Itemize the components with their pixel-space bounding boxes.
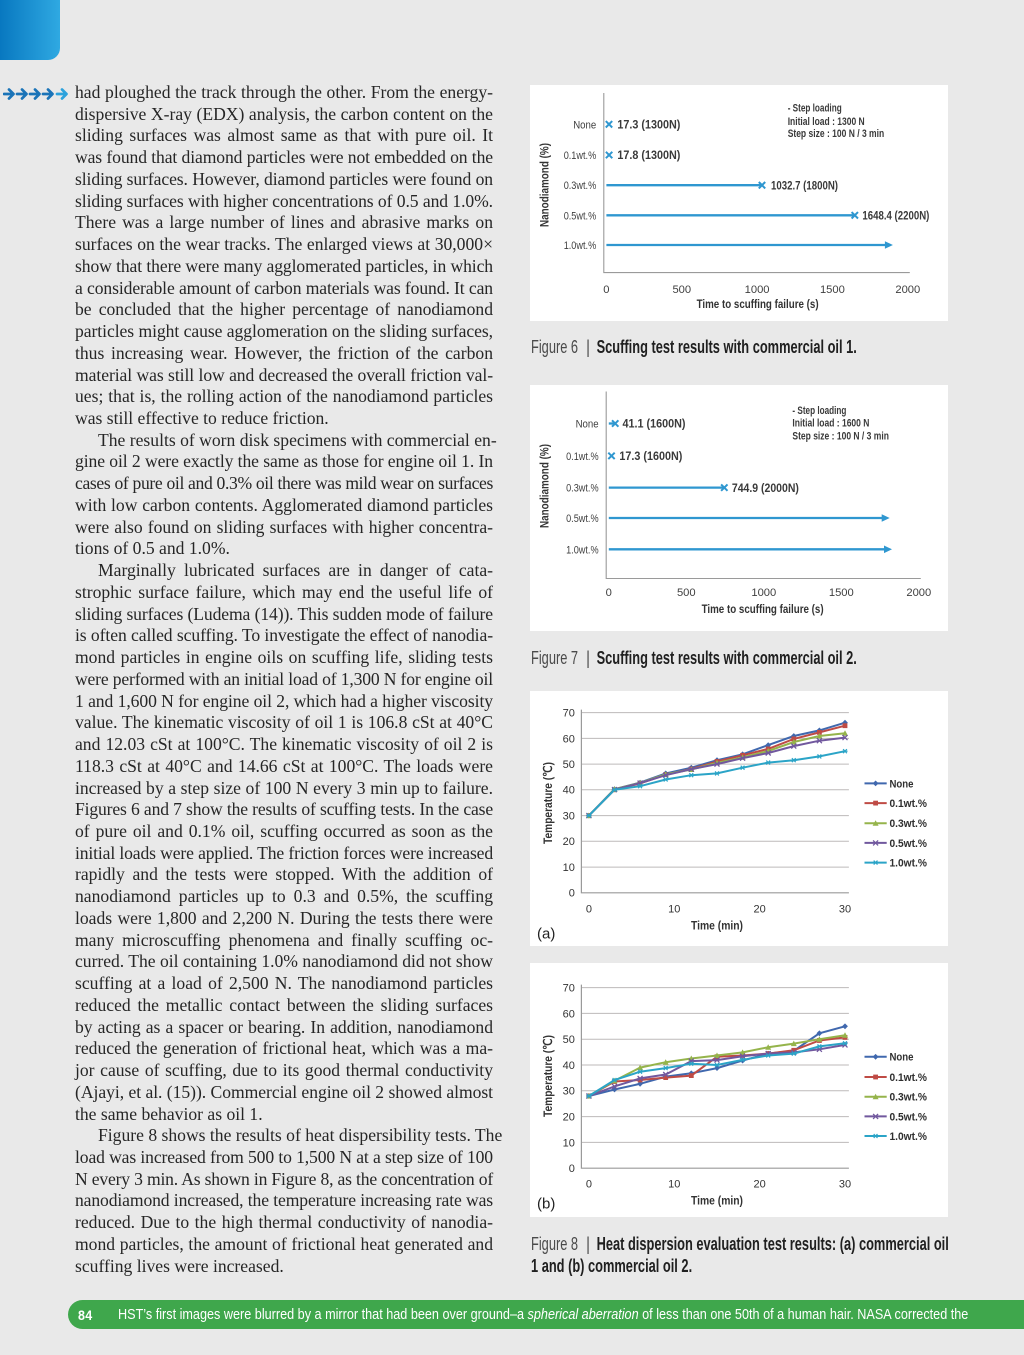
svg-text:10: 10 [668,903,680,915]
svg-text:0: 0 [603,284,609,296]
svg-text:10: 10 [668,1178,680,1190]
svg-text:1.0wt.%: 1.0wt.% [564,240,597,252]
svg-text:1.0wt.%: 1.0wt.% [890,858,927,870]
svg-text:- Step loading: - Step loading [788,103,842,115]
svg-text:17.8 (1300N): 17.8 (1300N) [617,149,680,162]
svg-text:0.3wt.%: 0.3wt.% [890,1092,927,1104]
svg-text:10: 10 [563,862,575,874]
svg-text:Nanodiamond (%): Nanodiamond (%) [538,444,552,528]
svg-text:17.3 (1300N): 17.3 (1300N) [617,119,680,132]
svg-text:30: 30 [839,1178,851,1190]
svg-text:Step size : 100 N / 3 min: Step size : 100 N / 3 min [788,128,885,140]
svg-text:1000: 1000 [751,587,776,599]
svg-text:0.5wt.%: 0.5wt.% [890,838,927,850]
svg-text:30: 30 [563,811,575,823]
svg-text:Initial load : 1300 N: Initial load : 1300 N [788,116,865,128]
svg-text:1500: 1500 [820,284,845,296]
svg-text:30: 30 [563,1086,575,1098]
svg-text:20: 20 [563,1112,575,1124]
svg-text:Nanodiamond (%): Nanodiamond (%) [538,143,552,227]
svg-text:0.1wt.%: 0.1wt.% [564,150,597,162]
svg-text:1.0wt.%: 1.0wt.% [890,1131,927,1143]
svg-text:70: 70 [563,983,575,995]
svg-text:2000: 2000 [906,587,931,599]
svg-text:17.3 (1600N): 17.3 (1600N) [619,450,682,463]
svg-text:Time to scuffing failure (s): Time to scuffing failure (s) [697,297,819,311]
svg-text:60: 60 [563,1008,575,1020]
svg-text:(a): (a) [537,926,555,943]
svg-text:50: 50 [563,759,575,771]
svg-text:10: 10 [563,1137,575,1149]
svg-text:Temperature (℃): Temperature (℃) [541,1035,555,1117]
svg-text:Time (min): Time (min) [691,1194,743,1208]
svg-text:20: 20 [563,836,575,848]
svg-text:20: 20 [753,1178,765,1190]
svg-text:30: 30 [839,903,851,915]
svg-text:60: 60 [563,733,575,745]
svg-text:500: 500 [677,587,696,599]
svg-text:None: None [573,119,596,131]
svg-text:0: 0 [606,587,612,599]
svg-text:1648.4 (2200N): 1648.4 (2200N) [862,210,929,223]
svg-text:0: 0 [586,903,592,915]
svg-text:40: 40 [563,785,575,797]
svg-text:0.3wt.%: 0.3wt.% [566,483,599,495]
svg-text:0: 0 [569,888,575,900]
svg-text:41.1 (1600N): 41.1 (1600N) [623,418,686,431]
svg-text:744.9 (2000N): 744.9 (2000N) [732,482,799,495]
svg-text:- Step loading: - Step loading [792,405,846,417]
svg-text:Time (min): Time (min) [691,919,743,933]
svg-text:0.1wt.%: 0.1wt.% [890,798,927,810]
svg-text:(b): (b) [537,1196,555,1213]
svg-text:2000: 2000 [895,284,920,296]
svg-text:None: None [576,419,599,431]
svg-text:0.5wt.%: 0.5wt.% [890,1111,927,1123]
svg-text:0.3wt.%: 0.3wt.% [564,180,597,192]
svg-text:1000: 1000 [745,284,770,296]
svg-text:Time to scuffing failure (s): Time to scuffing failure (s) [702,602,824,616]
svg-text:Step size : 100 N / 3 min: Step size : 100 N / 3 min [792,431,889,443]
svg-text:40: 40 [563,1060,575,1072]
svg-text:50: 50 [563,1034,575,1046]
svg-text:1.0wt.%: 1.0wt.% [566,544,599,556]
svg-text:20: 20 [753,903,765,915]
svg-text:Temperature (℃): Temperature (℃) [541,762,555,844]
svg-text:1032.7 (1800N): 1032.7 (1800N) [771,179,838,192]
svg-text:0.1wt.%: 0.1wt.% [566,451,599,463]
svg-text:Initial load : 1600 N: Initial load : 1600 N [792,418,869,430]
svg-text:0.5wt.%: 0.5wt.% [564,210,597,222]
svg-text:0.5wt.%: 0.5wt.% [566,513,599,525]
svg-text:70: 70 [563,708,575,720]
svg-text:0.1wt.%: 0.1wt.% [890,1072,927,1084]
svg-text:500: 500 [672,284,691,296]
svg-text:0: 0 [569,1163,575,1175]
svg-text:1500: 1500 [829,587,854,599]
svg-text:None: None [890,1052,914,1064]
svg-text:None: None [890,778,914,790]
svg-text:0: 0 [586,1178,592,1190]
svg-text:0.3wt.%: 0.3wt.% [890,818,927,830]
